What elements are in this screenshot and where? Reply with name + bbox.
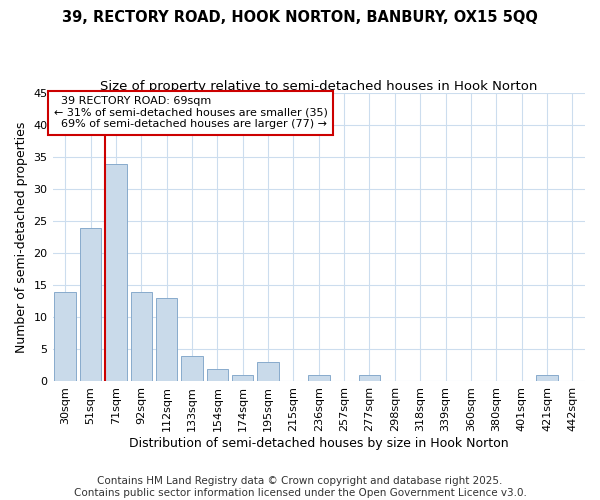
- Bar: [80, 228, 101, 382]
- Text: 39 RECTORY ROAD: 69sqm
← 31% of semi-detached houses are smaller (35)
  69% of s: 39 RECTORY ROAD: 69sqm ← 31% of semi-det…: [54, 96, 328, 130]
- Bar: [536, 375, 558, 382]
- Bar: [232, 375, 253, 382]
- Bar: [105, 164, 127, 382]
- Text: 39, RECTORY ROAD, HOOK NORTON, BANBURY, OX15 5QQ: 39, RECTORY ROAD, HOOK NORTON, BANBURY, …: [62, 10, 538, 25]
- Bar: [257, 362, 279, 382]
- Bar: [308, 375, 329, 382]
- Title: Size of property relative to semi-detached houses in Hook Norton: Size of property relative to semi-detach…: [100, 80, 538, 93]
- Bar: [55, 292, 76, 382]
- Bar: [181, 356, 203, 382]
- X-axis label: Distribution of semi-detached houses by size in Hook Norton: Distribution of semi-detached houses by …: [129, 437, 509, 450]
- Bar: [156, 298, 178, 382]
- Y-axis label: Number of semi-detached properties: Number of semi-detached properties: [15, 122, 28, 353]
- Bar: [359, 375, 380, 382]
- Bar: [206, 368, 228, 382]
- Text: Contains HM Land Registry data © Crown copyright and database right 2025.
Contai: Contains HM Land Registry data © Crown c…: [74, 476, 526, 498]
- Bar: [131, 292, 152, 382]
